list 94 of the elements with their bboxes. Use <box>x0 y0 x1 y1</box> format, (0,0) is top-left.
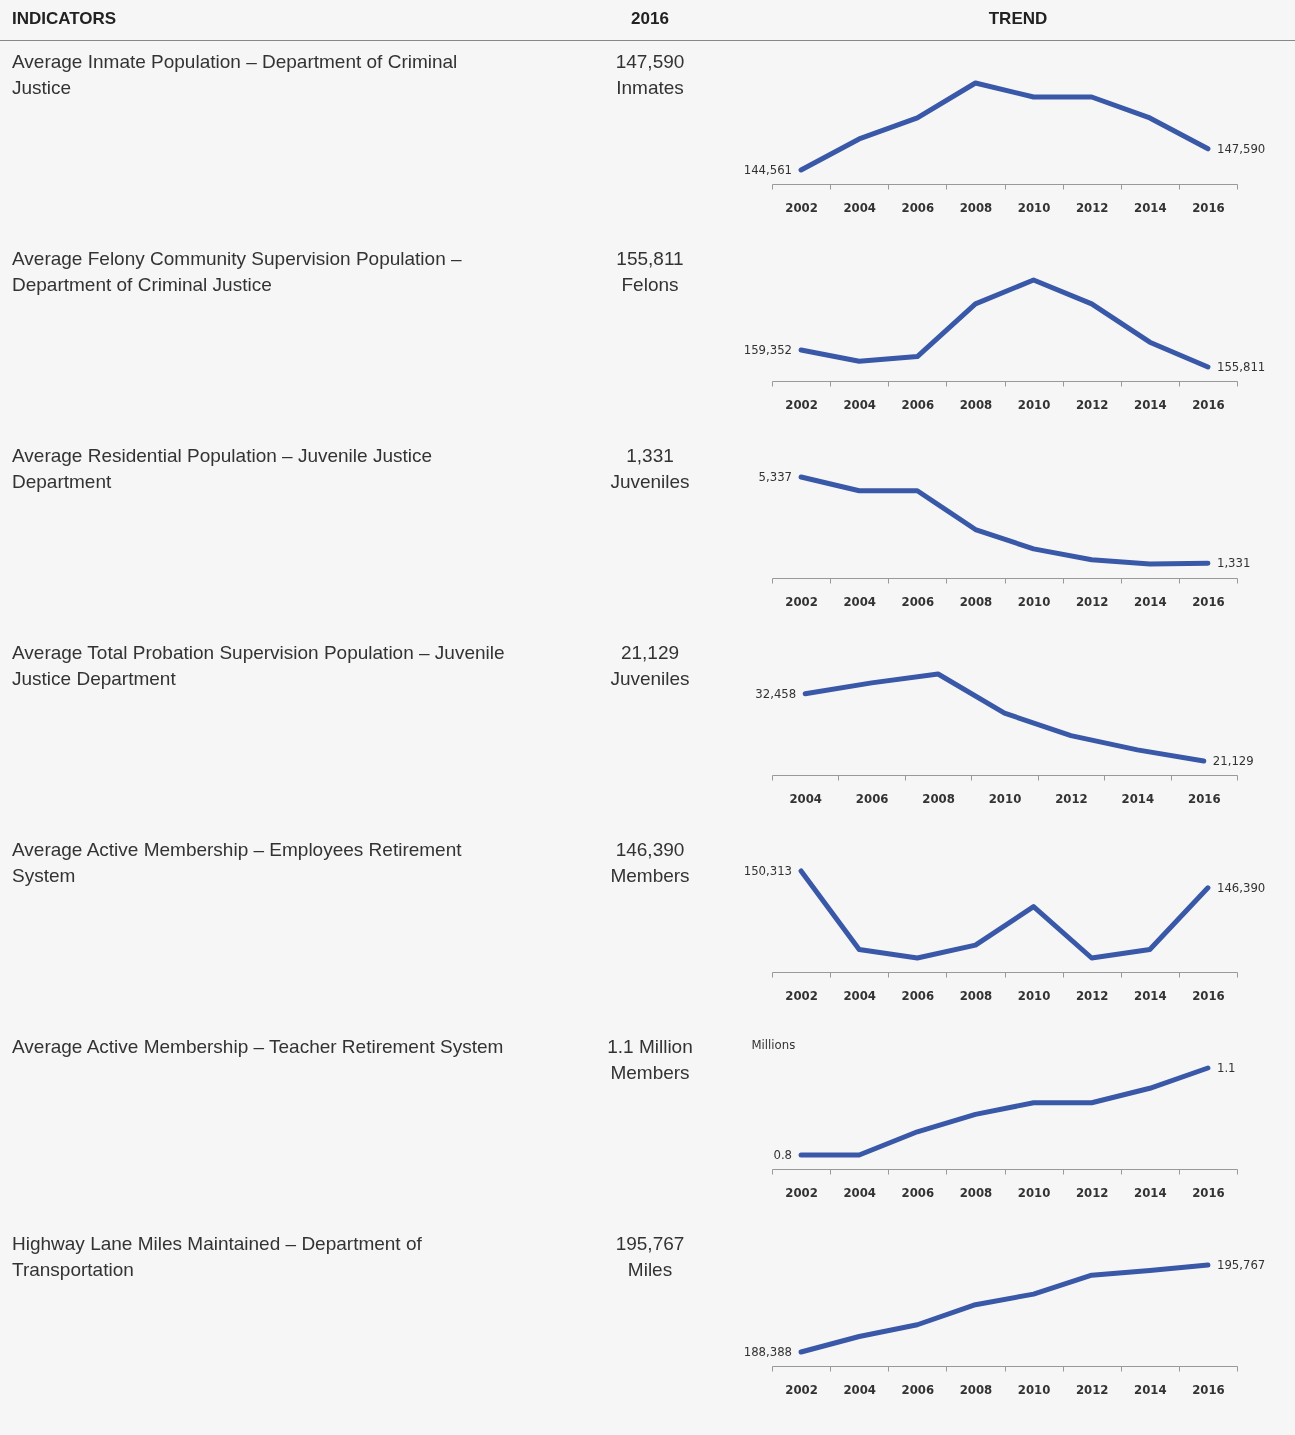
x-tick-label: 2008 <box>959 1184 993 1200</box>
x-tick-label: 2004 <box>789 790 822 806</box>
text: 155,811 <box>616 248 684 269</box>
data-label: 188,388 <box>743 1344 793 1359</box>
data-label: 159,352 <box>743 342 793 358</box>
x-tick-label: 2002 <box>785 396 818 412</box>
text: Juveniles <box>610 668 690 689</box>
x-tick-label: 2012 <box>1075 1381 1109 1397</box>
x-tick-label: 2008 <box>959 987 993 1003</box>
x-tick-label: 2014 <box>1134 1381 1167 1397</box>
x-tick-label: 2008 <box>959 396 993 412</box>
text: TREND <box>988 9 1048 29</box>
x-tick-label: 2016 <box>1192 396 1225 412</box>
x-tick-label: 2010 <box>1017 1184 1051 1200</box>
data-label: 1,331 <box>1216 555 1251 571</box>
data-label: 32,458 <box>755 685 797 701</box>
x-tick-label: 2012 <box>1075 199 1109 215</box>
x-tick-label: 2010 <box>1017 1381 1051 1397</box>
data-label: 195,767 <box>1216 1257 1266 1272</box>
data-label: 5,337 <box>758 469 793 484</box>
x-tick-label: 2002 <box>785 199 818 215</box>
text: INDICATORS <box>12 9 117 29</box>
x-tick-label: 2004 <box>843 396 876 412</box>
text: 147,590 <box>615 51 685 72</box>
text: Miles <box>627 1259 673 1280</box>
x-tick-label: 2004 <box>843 1381 876 1397</box>
x-tick-label: 2014 <box>1121 790 1155 806</box>
x-tick-label: 2002 <box>785 1184 818 1200</box>
x-tick-label: 2012 <box>1055 790 1088 806</box>
text: Average Total Probation Supervision Population – Juvenile Justice Department <box>12 641 506 691</box>
data-label: 144,561 <box>743 162 793 177</box>
text: 2016 <box>631 9 669 29</box>
x-tick-label: 2016 <box>1192 1381 1225 1397</box>
x-tick-label: 2006 <box>901 987 935 1003</box>
text: Felons <box>621 274 679 295</box>
data-label: 0.8 <box>773 1147 793 1162</box>
x-tick-label: 2012 <box>1075 396 1109 412</box>
x-tick-label: 2010 <box>988 790 1022 806</box>
text: Juveniles <box>610 471 690 492</box>
text: 1.1 Million <box>607 1036 693 1057</box>
text: Average Active Membership – Teacher Retirement System <box>12 1035 505 1059</box>
x-tick-label: 2004 <box>843 199 876 215</box>
x-tick-label: 2010 <box>1017 593 1051 609</box>
x-tick-label: 2012 <box>1075 1184 1109 1200</box>
x-tick-label: 2004 <box>843 1184 876 1200</box>
x-tick-label: 2010 <box>1017 396 1051 412</box>
x-tick-label: 2006 <box>901 396 935 412</box>
x-tick-label: 2008 <box>959 199 993 215</box>
x-tick-label: 2002 <box>785 593 818 609</box>
x-tick-label: 2014 <box>1134 199 1167 215</box>
x-tick-label: 2006 <box>855 790 889 806</box>
x-tick-label: 2006 <box>901 1184 935 1200</box>
data-label: 150,313 <box>743 863 793 878</box>
x-tick-label: 2004 <box>843 987 876 1003</box>
x-tick-label: 2008 <box>922 790 955 806</box>
text: Members <box>610 1062 690 1083</box>
x-tick-label: 2016 <box>1192 199 1225 215</box>
data-label: 21,129 <box>1212 753 1254 768</box>
x-tick-label: 2012 <box>1075 987 1109 1003</box>
text: Members <box>610 865 690 886</box>
text: Average Residential Population – Juvenile Justice Department <box>12 444 434 494</box>
x-tick-label: 2004 <box>843 593 876 609</box>
x-tick-label: 2008 <box>959 1381 993 1397</box>
x-tick-label: 2006 <box>901 593 935 609</box>
y-axis-title: Millions <box>751 1037 796 1052</box>
x-tick-label: 2016 <box>1192 1184 1225 1200</box>
x-tick-label: 2012 <box>1075 593 1109 609</box>
x-tick-label: 2010 <box>1017 987 1051 1003</box>
x-tick-label: 2016 <box>1192 593 1225 609</box>
text: 195,767 <box>615 1233 685 1254</box>
text: Average Inmate Population – Department of Criminal Justice <box>12 50 459 100</box>
x-tick-label: 2016 <box>1192 987 1225 1003</box>
x-tick-label: 2014 <box>1134 593 1167 609</box>
text: 146,390 <box>615 839 685 860</box>
x-tick-label: 2008 <box>959 593 993 609</box>
text: 1,331 <box>626 445 674 466</box>
x-tick-label: 2002 <box>785 1381 818 1397</box>
data-label: 155,811 <box>1216 359 1266 374</box>
data-label: 1.1 <box>1216 1060 1236 1075</box>
x-tick-label: 2006 <box>901 1381 935 1397</box>
data-label: 146,390 <box>1216 879 1266 895</box>
x-tick-label: 2016 <box>1188 790 1221 806</box>
text: Average Active Membership – Employees Retirement System <box>12 838 463 888</box>
x-tick-label: 2014 <box>1134 1184 1167 1200</box>
text: Average Felony Community Supervision Population – Department of Criminal Justice <box>12 247 463 297</box>
x-tick-label: 2002 <box>785 987 818 1003</box>
x-tick-label: 2006 <box>901 199 935 215</box>
text: Inmates <box>616 77 684 98</box>
data-label: 147,590 <box>1216 140 1266 156</box>
x-tick-label: 2014 <box>1134 396 1167 412</box>
text: 21,129 <box>620 642 680 663</box>
x-tick-label: 2010 <box>1017 199 1051 215</box>
text: Highway Lane Miles Maintained – Department of Transportation <box>12 1232 423 1282</box>
x-tick-label: 2014 <box>1134 987 1167 1003</box>
